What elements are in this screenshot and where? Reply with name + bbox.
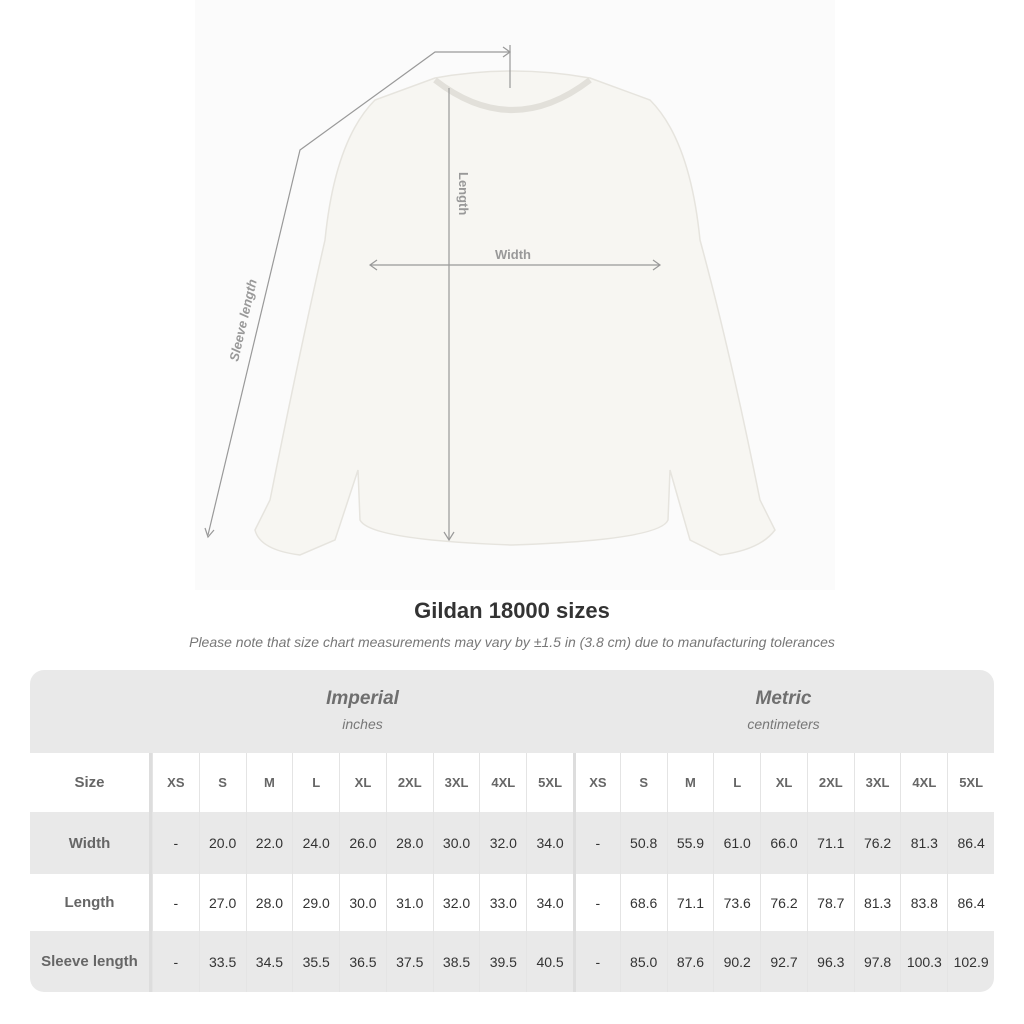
table-row: Width -20.0 22.0 24.0 26.0 28.0 30.0 32.0 34.0-5… bbox=[30, 812, 994, 874]
table-cell: 27.0 bbox=[198, 874, 246, 931]
table-cell: 86.4 bbox=[947, 812, 994, 874]
table-cell: 31.0 bbox=[385, 874, 433, 931]
table-cell: - bbox=[151, 812, 199, 874]
size-header-cell: XS bbox=[151, 753, 199, 812]
metric-unit: centimeters bbox=[747, 716, 820, 732]
size-header-cell: 2XL bbox=[385, 753, 433, 812]
table-cell: 28.0 bbox=[385, 812, 433, 874]
table-cell: 87.6 bbox=[666, 931, 714, 992]
table-cell: 33.5 bbox=[198, 931, 246, 992]
imperial-unit: inches bbox=[342, 716, 383, 732]
table-cell: 96.3 bbox=[806, 931, 854, 992]
table-cell: 71.1 bbox=[666, 874, 714, 931]
table-cell: 86.4 bbox=[947, 874, 994, 931]
size-header-cell: 5XL bbox=[526, 753, 573, 812]
table-cell: 32.0 bbox=[432, 874, 480, 931]
table-cell: 90.2 bbox=[713, 931, 760, 992]
table-cell: 34.5 bbox=[245, 931, 293, 992]
table-cell: 83.8 bbox=[900, 874, 947, 931]
sweatshirt-diagram: Length Width Sleeve length bbox=[204, 45, 776, 556]
row-label: Width bbox=[30, 812, 152, 874]
table-cell: 55.9 bbox=[666, 812, 714, 874]
table-cell: 29.0 bbox=[292, 874, 339, 931]
table-cell: - bbox=[572, 812, 620, 874]
table-cell: 78.7 bbox=[806, 874, 854, 931]
row-label: Length bbox=[30, 874, 152, 931]
table-cell: 30.0 bbox=[339, 874, 386, 931]
table-cell: 36.5 bbox=[339, 931, 386, 992]
size-header-cell: L bbox=[292, 753, 339, 812]
size-header-cell: 4XL bbox=[479, 753, 526, 812]
table-cell: 61.0 bbox=[713, 812, 760, 874]
table-cell: 28.0 bbox=[245, 874, 293, 931]
table-cell: 33.0 bbox=[479, 874, 526, 931]
table-row: Length -27.0 28.0 29.0 30.0 31.0 32.0 33.0 34.0-… bbox=[30, 874, 994, 931]
size-header-cell: L bbox=[713, 753, 760, 812]
row-label: Sleeve length bbox=[30, 931, 152, 992]
size-header-cell: XL bbox=[760, 753, 807, 812]
table-cell: 102.9 bbox=[947, 931, 994, 992]
table-cell: 24.0 bbox=[292, 812, 339, 874]
table-cell: 30.0 bbox=[432, 812, 480, 874]
size-header-cell: XS bbox=[572, 753, 620, 812]
table-cell: - bbox=[572, 874, 620, 931]
table-cell: - bbox=[151, 874, 199, 931]
table-cell: 50.8 bbox=[619, 812, 667, 874]
page-title: Gildan 18000 sizes bbox=[414, 598, 610, 623]
size-table: Imperial inches Metric centimeters Size X… bbox=[30, 670, 994, 992]
table-cell: - bbox=[151, 931, 199, 992]
collar bbox=[433, 77, 592, 113]
table-row: Sleeve length -33.5 34.5 35.5 36.5 37.5 38.5 39… bbox=[30, 931, 994, 992]
table-cell: 97.8 bbox=[853, 931, 901, 992]
table-cell: 66.0 bbox=[760, 812, 807, 874]
table-cell: 39.5 bbox=[479, 931, 526, 992]
size-header-cell: 3XL bbox=[853, 753, 901, 812]
table-cell: 35.5 bbox=[292, 931, 339, 992]
size-header-cell: 3XL bbox=[432, 753, 480, 812]
length-label: Length bbox=[456, 172, 471, 215]
size-header-cell: 5XL bbox=[947, 753, 994, 812]
table-cell: 73.6 bbox=[713, 874, 760, 931]
table-cell: 76.2 bbox=[760, 874, 807, 931]
table-cell: 26.0 bbox=[339, 812, 386, 874]
table-cell: - bbox=[572, 931, 620, 992]
size-header-cell: 4XL bbox=[900, 753, 947, 812]
table-cell: 92.7 bbox=[760, 931, 807, 992]
size-header-cell: M bbox=[245, 753, 293, 812]
size-header-cell: XL bbox=[339, 753, 386, 812]
table-cell: 71.1 bbox=[806, 812, 854, 874]
row-label: Size bbox=[30, 753, 152, 812]
width-label: Width bbox=[495, 247, 531, 262]
imperial-title: Imperial bbox=[326, 688, 399, 709]
table-cell: 85.0 bbox=[619, 931, 667, 992]
table-cell: 100.3 bbox=[900, 931, 947, 992]
table-cell: 34.0 bbox=[526, 812, 573, 874]
metric-title: Metric bbox=[755, 688, 812, 709]
table-cell: 68.6 bbox=[619, 874, 667, 931]
size-header-cell: S bbox=[619, 753, 667, 812]
table-cell: 32.0 bbox=[479, 812, 526, 874]
table-cell: 20.0 bbox=[198, 812, 246, 874]
size-header-cell: M bbox=[666, 753, 714, 812]
size-header-cell: S bbox=[198, 753, 246, 812]
table-cell: 38.5 bbox=[432, 931, 480, 992]
measure-lines bbox=[207, 45, 660, 540]
table-cell: 40.5 bbox=[526, 931, 573, 992]
table-cell: 34.0 bbox=[526, 874, 573, 931]
size-header-row: Size XS S M L XL 2XL 3XL 4XL 5XL XS S M L XL 2XL 3XL 4XL 5… bbox=[30, 753, 994, 812]
tolerance-note: Please note that size chart measurements… bbox=[189, 634, 835, 650]
table-cell: 81.3 bbox=[853, 874, 901, 931]
table-cell: 37.5 bbox=[385, 931, 433, 992]
table-cell: 81.3 bbox=[900, 812, 947, 874]
size-header-cell: 2XL bbox=[806, 753, 854, 812]
table-cell: 76.2 bbox=[853, 812, 901, 874]
arrowheads bbox=[204, 46, 662, 542]
sweatshirt-body bbox=[254, 70, 776, 556]
table-cell: 22.0 bbox=[245, 812, 293, 874]
imperial-header: Imperial inches bbox=[152, 670, 573, 754]
metric-header: Metric centimeters bbox=[573, 670, 994, 754]
